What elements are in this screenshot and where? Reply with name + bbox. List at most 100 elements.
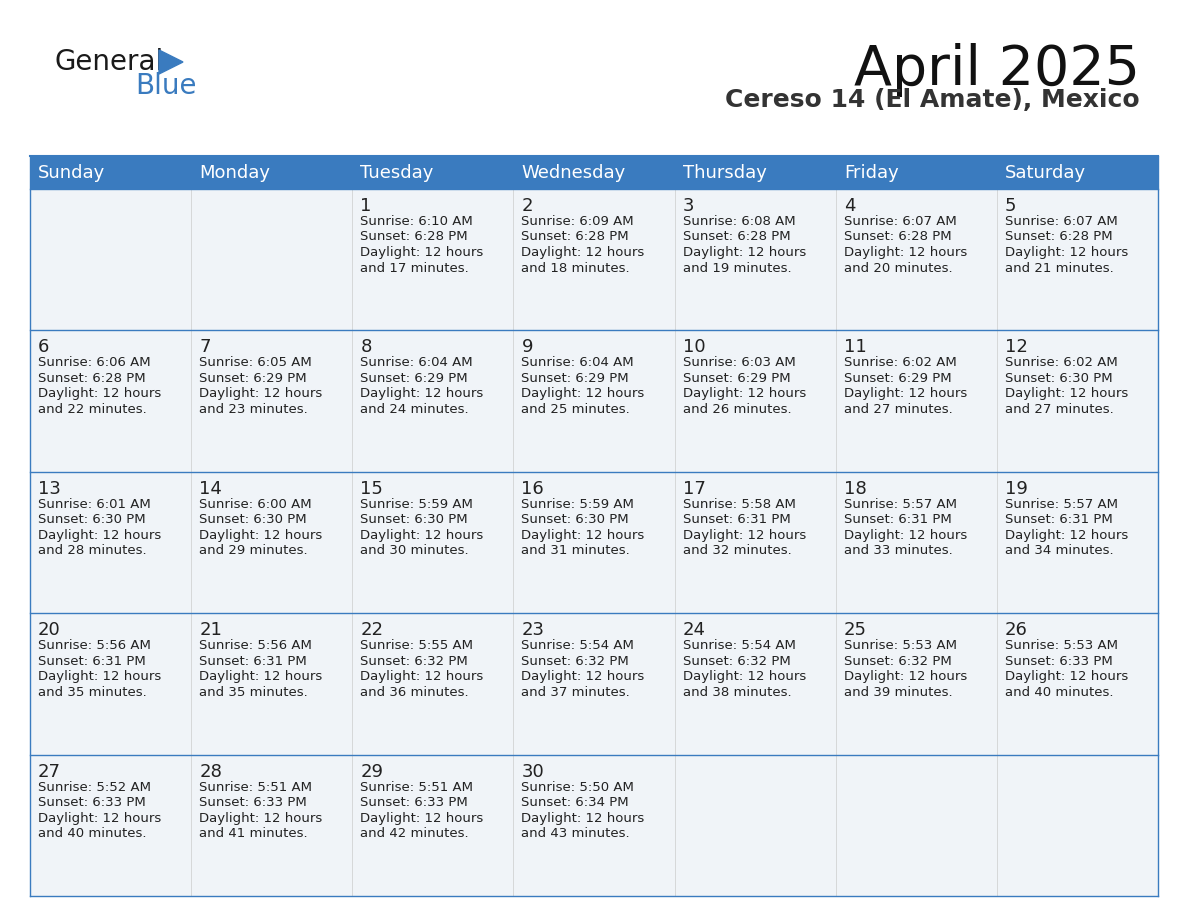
- Text: Sunrise: 6:07 AM: Sunrise: 6:07 AM: [1005, 215, 1118, 228]
- Text: Sunset: 6:31 PM: Sunset: 6:31 PM: [843, 513, 952, 526]
- Text: and 30 minutes.: and 30 minutes.: [360, 544, 469, 557]
- Text: 5: 5: [1005, 197, 1017, 215]
- Text: Daylight: 12 hours: Daylight: 12 hours: [1005, 246, 1129, 259]
- Text: Sunset: 6:30 PM: Sunset: 6:30 PM: [38, 513, 146, 526]
- Text: Sunrise: 6:02 AM: Sunrise: 6:02 AM: [1005, 356, 1118, 369]
- Text: and 37 minutes.: and 37 minutes.: [522, 686, 631, 699]
- Text: Sunset: 6:32 PM: Sunset: 6:32 PM: [360, 655, 468, 667]
- Text: Sunset: 6:33 PM: Sunset: 6:33 PM: [200, 796, 307, 809]
- Text: Tuesday: Tuesday: [360, 163, 434, 182]
- Text: Sunrise: 6:05 AM: Sunrise: 6:05 AM: [200, 356, 312, 369]
- Text: Sunrise: 5:58 AM: Sunrise: 5:58 AM: [683, 498, 796, 510]
- Text: Wednesday: Wednesday: [522, 163, 626, 182]
- Text: 7: 7: [200, 339, 210, 356]
- Text: Daylight: 12 hours: Daylight: 12 hours: [843, 387, 967, 400]
- Text: 19: 19: [1005, 480, 1028, 498]
- Text: Sunrise: 5:53 AM: Sunrise: 5:53 AM: [1005, 639, 1118, 652]
- Text: 22: 22: [360, 621, 384, 639]
- Text: 4: 4: [843, 197, 855, 215]
- Text: Sunset: 6:30 PM: Sunset: 6:30 PM: [360, 513, 468, 526]
- Text: Daylight: 12 hours: Daylight: 12 hours: [843, 246, 967, 259]
- Text: Sunrise: 5:51 AM: Sunrise: 5:51 AM: [200, 780, 312, 793]
- Text: Daylight: 12 hours: Daylight: 12 hours: [360, 670, 484, 683]
- Text: and 31 minutes.: and 31 minutes.: [522, 544, 631, 557]
- Text: 8: 8: [360, 339, 372, 356]
- Text: Sunrise: 6:04 AM: Sunrise: 6:04 AM: [360, 356, 473, 369]
- Text: and 40 minutes.: and 40 minutes.: [1005, 686, 1113, 699]
- Text: Daylight: 12 hours: Daylight: 12 hours: [843, 529, 967, 542]
- Bar: [30, 330, 1158, 472]
- Text: Friday: Friday: [843, 163, 898, 182]
- Text: and 34 minutes.: and 34 minutes.: [1005, 544, 1113, 557]
- Text: Sunset: 6:28 PM: Sunset: 6:28 PM: [1005, 230, 1112, 243]
- Text: Cereso 14 (El Amate), Mexico: Cereso 14 (El Amate), Mexico: [726, 88, 1140, 112]
- Text: Sunrise: 5:56 AM: Sunrise: 5:56 AM: [38, 639, 151, 652]
- Text: Daylight: 12 hours: Daylight: 12 hours: [1005, 670, 1129, 683]
- Bar: [30, 156, 1158, 189]
- Text: Sunrise: 5:59 AM: Sunrise: 5:59 AM: [522, 498, 634, 510]
- Text: Sunset: 6:30 PM: Sunset: 6:30 PM: [522, 513, 630, 526]
- Text: 24: 24: [683, 621, 706, 639]
- Text: Sunset: 6:28 PM: Sunset: 6:28 PM: [683, 230, 790, 243]
- Polygon shape: [159, 50, 183, 74]
- Text: Daylight: 12 hours: Daylight: 12 hours: [522, 246, 645, 259]
- Text: 17: 17: [683, 480, 706, 498]
- Text: Sunrise: 6:02 AM: Sunrise: 6:02 AM: [843, 356, 956, 369]
- Text: Daylight: 12 hours: Daylight: 12 hours: [200, 670, 322, 683]
- Text: Sunrise: 5:54 AM: Sunrise: 5:54 AM: [522, 639, 634, 652]
- Text: Sunrise: 6:01 AM: Sunrise: 6:01 AM: [38, 498, 151, 510]
- Text: Sunrise: 5:50 AM: Sunrise: 5:50 AM: [522, 780, 634, 793]
- Text: Sunset: 6:29 PM: Sunset: 6:29 PM: [522, 372, 630, 385]
- Text: Sunset: 6:31 PM: Sunset: 6:31 PM: [200, 655, 307, 667]
- Text: Monday: Monday: [200, 163, 270, 182]
- Text: Daylight: 12 hours: Daylight: 12 hours: [522, 670, 645, 683]
- Text: Sunrise: 5:56 AM: Sunrise: 5:56 AM: [200, 639, 312, 652]
- Text: Daylight: 12 hours: Daylight: 12 hours: [522, 812, 645, 824]
- Text: Sunset: 6:34 PM: Sunset: 6:34 PM: [522, 796, 630, 809]
- Text: Sunset: 6:28 PM: Sunset: 6:28 PM: [360, 230, 468, 243]
- Text: Sunrise: 5:53 AM: Sunrise: 5:53 AM: [843, 639, 956, 652]
- Text: Daylight: 12 hours: Daylight: 12 hours: [200, 812, 322, 824]
- Text: Sunset: 6:28 PM: Sunset: 6:28 PM: [522, 230, 630, 243]
- Text: Daylight: 12 hours: Daylight: 12 hours: [1005, 529, 1129, 542]
- Text: Sunrise: 6:09 AM: Sunrise: 6:09 AM: [522, 215, 634, 228]
- Text: Sunrise: 5:54 AM: Sunrise: 5:54 AM: [683, 639, 796, 652]
- Text: 13: 13: [38, 480, 61, 498]
- Text: and 33 minutes.: and 33 minutes.: [843, 544, 953, 557]
- Text: 28: 28: [200, 763, 222, 780]
- Text: Sunset: 6:29 PM: Sunset: 6:29 PM: [200, 372, 307, 385]
- Text: 2: 2: [522, 197, 533, 215]
- Text: 6: 6: [38, 339, 50, 356]
- Text: Daylight: 12 hours: Daylight: 12 hours: [522, 529, 645, 542]
- Text: Sunset: 6:32 PM: Sunset: 6:32 PM: [843, 655, 952, 667]
- Text: Sunset: 6:33 PM: Sunset: 6:33 PM: [1005, 655, 1113, 667]
- Text: 9: 9: [522, 339, 533, 356]
- Text: Sunset: 6:31 PM: Sunset: 6:31 PM: [683, 513, 790, 526]
- Text: Sunrise: 6:04 AM: Sunrise: 6:04 AM: [522, 356, 634, 369]
- Text: and 28 minutes.: and 28 minutes.: [38, 544, 146, 557]
- Text: Sunrise: 5:57 AM: Sunrise: 5:57 AM: [843, 498, 956, 510]
- Text: Sunrise: 5:59 AM: Sunrise: 5:59 AM: [360, 498, 473, 510]
- Text: Sunrise: 6:03 AM: Sunrise: 6:03 AM: [683, 356, 796, 369]
- Text: Daylight: 12 hours: Daylight: 12 hours: [360, 387, 484, 400]
- Text: Daylight: 12 hours: Daylight: 12 hours: [360, 812, 484, 824]
- Text: and 40 minutes.: and 40 minutes.: [38, 827, 146, 840]
- Text: April 2025: April 2025: [854, 43, 1140, 97]
- Text: 3: 3: [683, 197, 694, 215]
- Text: and 22 minutes.: and 22 minutes.: [38, 403, 147, 416]
- Text: Sunrise: 6:10 AM: Sunrise: 6:10 AM: [360, 215, 473, 228]
- Text: and 38 minutes.: and 38 minutes.: [683, 686, 791, 699]
- Text: Saturday: Saturday: [1005, 163, 1086, 182]
- Text: Daylight: 12 hours: Daylight: 12 hours: [360, 529, 484, 542]
- Text: Sunrise: 5:52 AM: Sunrise: 5:52 AM: [38, 780, 151, 793]
- Text: 27: 27: [38, 763, 61, 780]
- Text: and 35 minutes.: and 35 minutes.: [38, 686, 147, 699]
- Text: Daylight: 12 hours: Daylight: 12 hours: [38, 387, 162, 400]
- Text: Daylight: 12 hours: Daylight: 12 hours: [683, 670, 805, 683]
- Text: Sunday: Sunday: [38, 163, 106, 182]
- Text: Daylight: 12 hours: Daylight: 12 hours: [360, 246, 484, 259]
- Text: Daylight: 12 hours: Daylight: 12 hours: [683, 246, 805, 259]
- Text: and 27 minutes.: and 27 minutes.: [843, 403, 953, 416]
- Text: 10: 10: [683, 339, 706, 356]
- Text: Sunrise: 6:00 AM: Sunrise: 6:00 AM: [200, 498, 311, 510]
